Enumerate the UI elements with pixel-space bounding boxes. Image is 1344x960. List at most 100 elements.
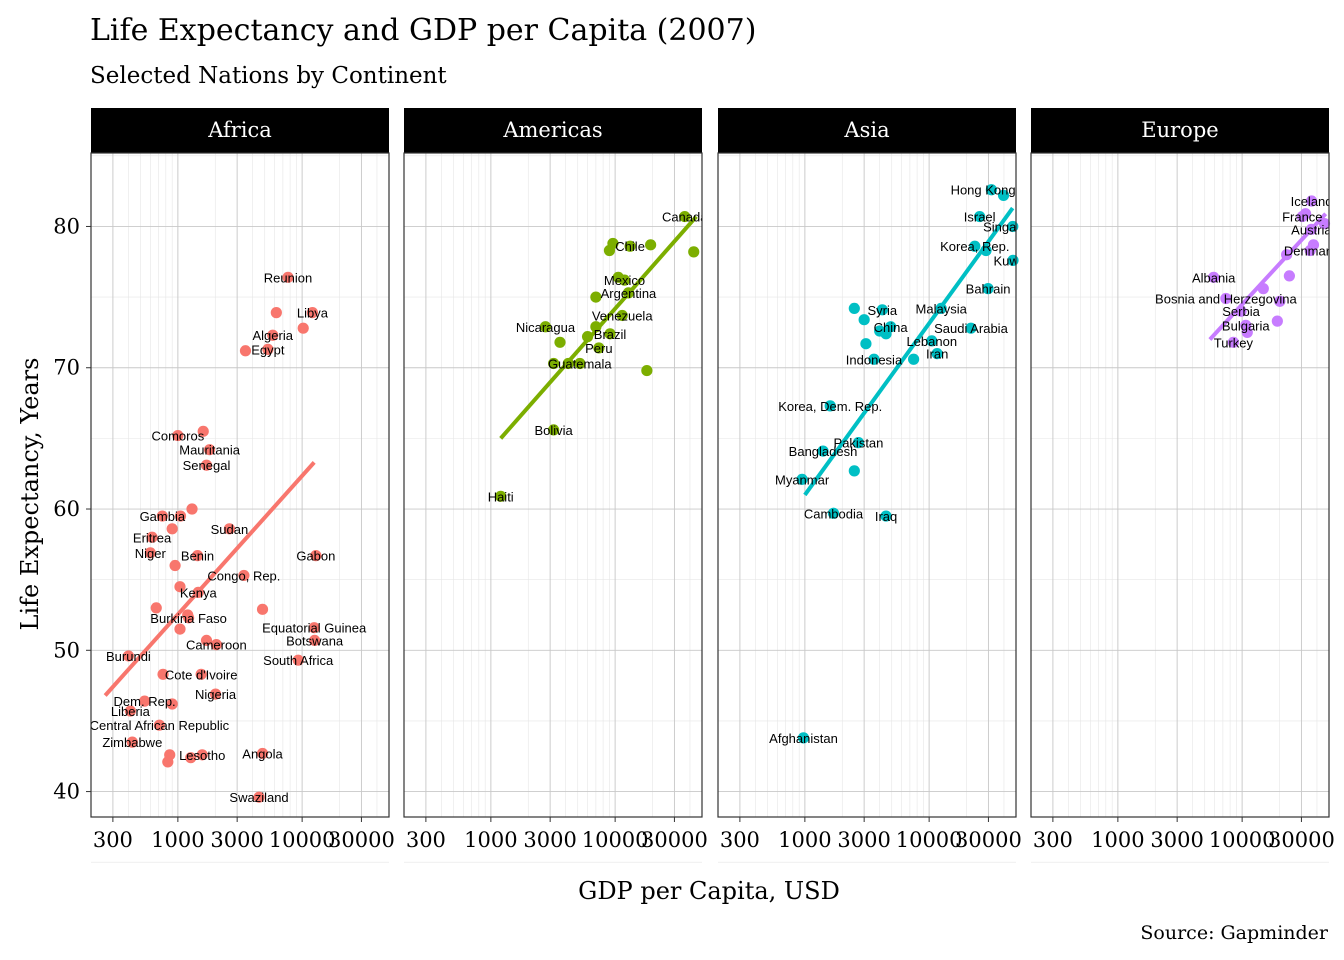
point-label: Israel bbox=[964, 210, 996, 225]
point-label: Singapore bbox=[983, 219, 1042, 234]
point-label: Indonesia bbox=[846, 352, 903, 367]
x-tick-label: 30000 bbox=[955, 828, 1022, 852]
x-tick-label: 30000 bbox=[328, 828, 395, 852]
point-label: Senegal bbox=[183, 458, 231, 473]
x-tick-label: 3000 bbox=[523, 828, 576, 852]
data-point bbox=[1304, 244, 1316, 257]
chart-title: Life Expectancy and GDP per Capita (2007… bbox=[90, 13, 756, 48]
y-tick-label: 50 bbox=[53, 638, 80, 662]
point-label: Lebanon bbox=[906, 334, 957, 349]
data-point bbox=[209, 688, 222, 700]
data-point bbox=[858, 314, 870, 326]
x-tick-label: 300 bbox=[1033, 828, 1073, 852]
data-point bbox=[618, 274, 631, 286]
data-point bbox=[196, 749, 208, 761]
data-point bbox=[174, 510, 187, 522]
data-point bbox=[282, 271, 294, 283]
data-point bbox=[593, 342, 605, 354]
x-tick-label: 10000 bbox=[269, 828, 336, 852]
minor-gridlines bbox=[717, 153, 1017, 863]
point-label: Brazil bbox=[594, 327, 627, 342]
data-point bbox=[172, 429, 184, 442]
point-label: Denmark bbox=[1284, 243, 1337, 258]
facet-strip-label: Americas bbox=[502, 118, 602, 142]
data-point bbox=[797, 732, 810, 744]
data-point bbox=[688, 246, 700, 258]
point-label: Iran bbox=[926, 347, 948, 362]
point-label: Chile bbox=[615, 239, 645, 254]
point-label: Bangladesh bbox=[789, 444, 858, 459]
point-label: Botswana bbox=[286, 633, 344, 648]
panel-border bbox=[717, 152, 1017, 818]
point-label: Austria bbox=[1291, 222, 1332, 237]
data-point bbox=[1208, 271, 1220, 283]
point-label: Cameroon bbox=[186, 638, 247, 653]
point-label: Lesotho bbox=[179, 748, 225, 763]
data-point bbox=[1271, 315, 1283, 327]
point-label: Equatorial Guinea bbox=[262, 621, 367, 636]
facet-strip bbox=[718, 108, 1016, 153]
panel-border bbox=[1030, 152, 1330, 818]
data-point bbox=[256, 747, 269, 760]
facet-strip-label: Africa bbox=[207, 118, 272, 142]
facet-strip-label: Europe bbox=[1141, 118, 1218, 142]
point-label: Congo, Rep. bbox=[207, 568, 280, 583]
data-point bbox=[880, 328, 892, 340]
data-point bbox=[645, 239, 657, 251]
point-label: Sudan bbox=[211, 522, 249, 537]
point-label: Bolivia bbox=[534, 423, 573, 438]
point-label: Canada bbox=[662, 210, 708, 225]
point-label: Saudi Arabia bbox=[934, 321, 1008, 336]
facet-strip-label: Asia bbox=[843, 118, 889, 142]
data-point bbox=[679, 210, 691, 223]
point-label: Mauritania bbox=[179, 443, 240, 458]
data-point bbox=[848, 465, 860, 477]
y-tick-label: 40 bbox=[53, 780, 80, 804]
point-label: Pakistan bbox=[834, 436, 884, 451]
data-point bbox=[157, 668, 169, 680]
point-label: Central African Republic bbox=[90, 718, 230, 733]
panel-border bbox=[90, 152, 390, 818]
data-point bbox=[146, 531, 158, 543]
point-label: Serbia bbox=[1222, 304, 1260, 319]
data-point bbox=[1296, 210, 1308, 223]
trend-line bbox=[1208, 212, 1328, 341]
x-tick-label: 1000 bbox=[464, 828, 517, 852]
data-point bbox=[185, 752, 197, 764]
point-label: Comoros bbox=[151, 429, 204, 444]
point-label: Bosnia and Herzegovina bbox=[1155, 292, 1297, 307]
data-point bbox=[1241, 326, 1253, 339]
data-point bbox=[590, 291, 602, 303]
data-point bbox=[139, 695, 151, 707]
data-point bbox=[144, 547, 156, 559]
data-point bbox=[624, 240, 636, 252]
data-point bbox=[604, 328, 616, 340]
data-point bbox=[997, 189, 1010, 201]
x-tick-label: 10000 bbox=[582, 828, 649, 852]
data-point bbox=[309, 634, 321, 647]
y-tick-label: 70 bbox=[53, 356, 80, 380]
point-label: Bahrain bbox=[966, 282, 1011, 297]
data-point bbox=[926, 335, 938, 347]
data-point bbox=[852, 437, 865, 449]
data-point bbox=[308, 622, 320, 634]
x-tick-label: 3000 bbox=[837, 828, 890, 852]
point-label: Nigeria bbox=[195, 687, 237, 702]
data-point bbox=[548, 357, 560, 370]
data-point bbox=[574, 357, 586, 370]
point-label: Bulgaria bbox=[1222, 318, 1270, 333]
point-label: Burkina Faso bbox=[150, 611, 227, 626]
data-point bbox=[848, 302, 860, 315]
chart-subtitle: Selected Nations by Continent bbox=[90, 63, 447, 89]
data-point bbox=[174, 623, 186, 635]
data-point bbox=[267, 329, 279, 341]
x-tick-label: 3000 bbox=[1150, 828, 1203, 852]
point-label: Reunion bbox=[264, 270, 312, 285]
point-label: Nicaragua bbox=[516, 320, 576, 335]
data-point bbox=[223, 523, 236, 535]
point-label: Myanmar bbox=[775, 472, 830, 487]
point-label: Liberia bbox=[111, 704, 151, 719]
